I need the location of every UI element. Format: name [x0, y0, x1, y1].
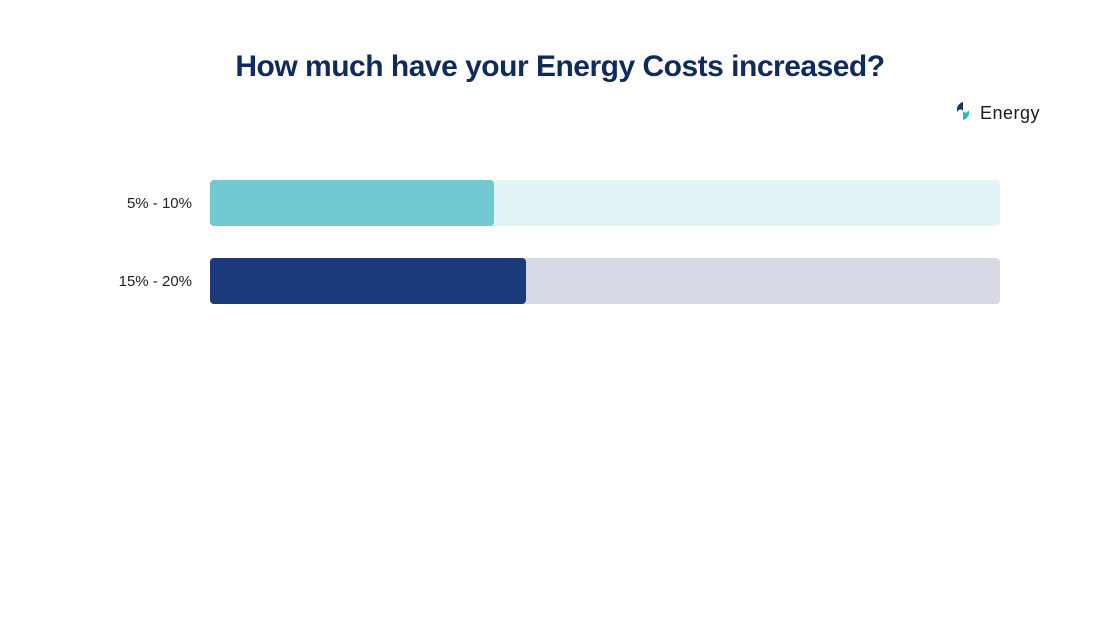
bar-label: 15% - 20%: [100, 273, 210, 290]
brand-logo-text: Energy: [980, 103, 1040, 124]
bar-track: [210, 180, 1000, 226]
chart-container: How much have your Energy Costs increase…: [0, 0, 1120, 630]
bar-fill: [210, 258, 526, 304]
bar-fill: [210, 180, 494, 226]
bar-chart: 5% - 10% 15% - 20%: [100, 180, 1000, 336]
bar-row: 15% - 20%: [100, 258, 1000, 304]
chart-title: How much have your Energy Costs increase…: [70, 50, 1050, 84]
bar-label: 5% - 10%: [100, 195, 210, 212]
brand-logo-icon: [952, 100, 974, 127]
bar-row: 5% - 10%: [100, 180, 1000, 226]
brand-logo: Energy: [952, 100, 1040, 127]
bar-track: [210, 258, 1000, 304]
